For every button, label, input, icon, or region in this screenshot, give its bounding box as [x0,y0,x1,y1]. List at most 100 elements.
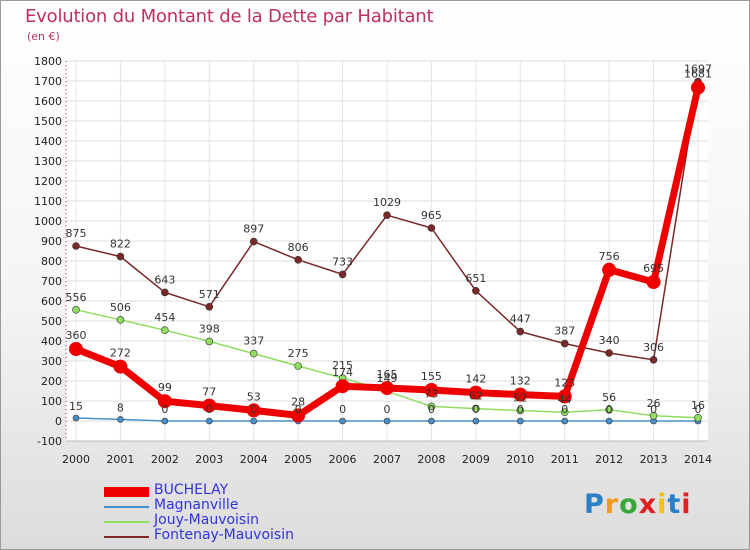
y-tick-label: -100 [37,435,62,448]
data-point-jouy-mauvoisin [116,315,125,324]
logo-letter: i [681,489,692,520]
data-label-buchelay: 1681 [684,68,712,81]
data-label-magnanville: 0 [384,403,391,416]
data-label-buchelay: 174 [332,366,353,379]
data-label-magnanville: 0 [206,403,213,416]
data-label-jouy-mauvoisin: 337 [243,335,264,348]
legend-swatch [104,506,149,508]
data-label-magnanville: 0 [295,403,302,416]
y-tick-label: 0 [55,415,62,428]
data-label-jouy-mauvoisin: 215 [332,359,353,372]
y-tick-label: 100 [41,395,62,408]
data-point-magnanville [428,417,435,425]
y-tick-label: 700 [41,275,62,288]
y-tick-label: 1800 [34,55,62,68]
data-label-buchelay: 272 [110,347,131,360]
data-label-jouy-mauvoisin: 62 [469,390,483,403]
data-label-magnanville: 0 [561,403,568,416]
data-label-buchelay: 28 [291,395,305,408]
data-label-fontenay-mauvoisin: 806 [288,241,309,254]
data-label-fontenay-mauvoisin: 733 [332,255,353,268]
x-tick-label: 2009 [462,453,490,466]
y-tick-label: 1000 [34,215,62,228]
data-point-buchelay [468,385,483,400]
data-point-magnanville [205,417,213,425]
data-label-fontenay-mauvoisin: 651 [465,272,486,285]
x-tick-label: 2006 [329,453,357,466]
data-label-jouy-mauvoisin: 56 [602,391,616,404]
data-label-jouy-mauvoisin: 16 [691,399,705,412]
data-label-buchelay: 77 [202,386,216,399]
y-tick-label: 200 [41,375,62,388]
data-label-fontenay-mauvoisin: 965 [421,209,442,222]
data-point-buchelay [557,389,572,404]
x-tick-label: 2003 [195,453,223,466]
data-point-jouy-mauvoisin [294,362,302,370]
data-point-magnanville [250,417,258,425]
data-label-fontenay-mauvoisin: 447 [510,313,531,326]
data-label-jouy-mauvoisin: 44 [558,393,572,406]
data-point-fontenay-mauvoisin [605,349,613,357]
legend-swatch [104,487,149,497]
data-label-magnanville: 0 [606,403,613,416]
y-tick-label: 900 [41,235,62,248]
data-point-fontenay-mauvoisin [205,302,214,311]
y-tick-label: 1500 [34,115,62,128]
data-point-jouy-mauvoisin [472,404,480,413]
data-point-jouy-mauvoisin [161,326,169,335]
data-label-fontenay-mauvoisin: 875 [66,227,87,240]
data-point-buchelay [646,275,661,289]
data-point-fontenay-mauvoisin [249,237,258,246]
data-label-buchelay: 165 [377,368,398,381]
data-label-buchelay: 155 [421,370,442,383]
data-point-fontenay-mauvoisin [560,339,569,348]
data-point-buchelay [291,408,306,423]
data-label-buchelay: 99 [158,381,172,394]
y-tick-label: 400 [41,335,62,348]
logo-letter: x [638,489,658,520]
y-tick-label: 600 [41,295,62,308]
data-label-magnanville: 0 [339,403,346,416]
data-point-magnanville [117,416,124,423]
data-point-fontenay-mauvoisin [161,288,169,297]
data-label-jouy-mauvoisin: 52 [513,392,527,405]
data-point-magnanville [161,417,169,425]
data-point-jouy-mauvoisin [249,349,258,358]
data-label-fontenay-mauvoisin: 387 [554,325,575,338]
data-point-buchelay [691,80,705,95]
legend-label: Jouy-Mauvoisin [154,512,259,528]
data-point-buchelay [602,262,617,277]
x-tick-label: 2001 [106,453,134,466]
data-label-fontenay-mauvoisin: 1029 [373,196,401,209]
data-label-buchelay: 53 [247,390,261,403]
y-tick-label: 1600 [34,95,62,108]
data-label-fontenay-mauvoisin: 1697 [684,63,712,76]
legend-label: Magnanville [154,497,239,513]
logo-letter: P [584,489,605,520]
data-label-fontenay-mauvoisin: 571 [199,288,220,301]
data-point-jouy-mauvoisin [605,405,613,414]
y-tick-label: 1400 [34,135,62,148]
data-label-magnanville: 0 [428,403,435,416]
data-label-magnanville: 0 [472,403,479,416]
data-point-magnanville [339,417,346,425]
y-tick-label: 300 [41,355,62,368]
x-tick-label: 2011 [551,453,579,466]
data-label-jouy-mauvoisin: 275 [288,347,309,360]
data-label-jouy-mauvoisin: 506 [110,301,131,314]
data-label-jouy-mauvoisin: 454 [154,311,175,324]
data-point-fontenay-mauvoisin [427,224,436,232]
y-tick-label: 500 [41,315,62,328]
data-point-buchelay [380,381,394,395]
data-point-fontenay-mauvoisin [383,211,391,219]
logo-letter: t [667,489,682,520]
data-point-fontenay-mauvoisin [338,270,347,279]
data-label-jouy-mauvoisin: 398 [199,322,220,335]
data-point-buchelay [335,379,350,394]
legend-label: Fontenay-Mauvoisin [154,527,294,543]
data-point-buchelay [202,398,217,413]
data-label-fontenay-mauvoisin: 340 [599,334,620,347]
proxiti-logo: Proxiti [584,489,692,520]
